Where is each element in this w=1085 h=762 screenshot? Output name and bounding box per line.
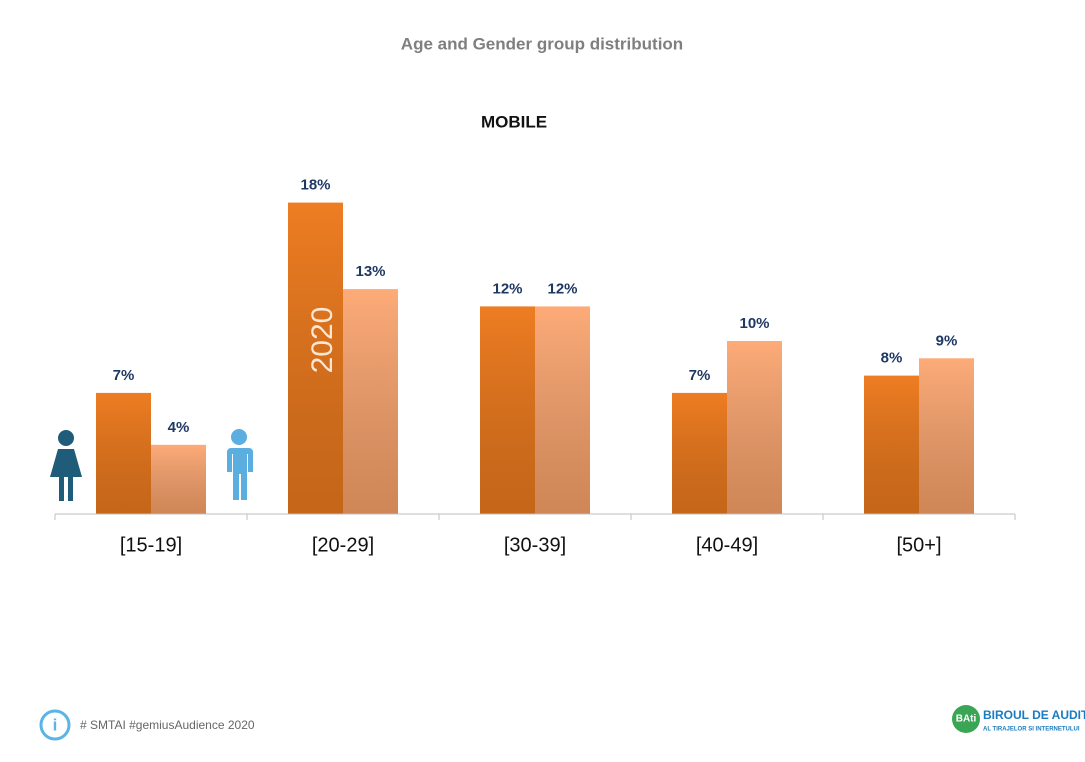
value-label: 7% — [113, 367, 135, 384]
value-label: 9% — [936, 332, 958, 349]
bar-shade — [343, 289, 398, 514]
value-label: 4% — [168, 419, 190, 436]
bar-shade — [535, 306, 590, 514]
page-title: Age and Gender group distribution — [401, 34, 683, 53]
value-label: 18% — [300, 177, 330, 194]
logo-title: BIROUL DE AUDIT — [983, 708, 1085, 722]
info-icon — [39, 709, 71, 741]
x-tick-label: [20-29] — [312, 534, 374, 556]
value-label: 12% — [547, 280, 577, 297]
value-label: 12% — [492, 280, 522, 297]
info-glyph: i — [53, 715, 58, 734]
logo-mark: BAti — [956, 714, 977, 725]
x-tick-label: [50+] — [896, 534, 941, 556]
value-label: 13% — [355, 263, 385, 280]
logo-circle — [952, 705, 980, 733]
year-annotation: 2020 — [306, 307, 339, 374]
logo-subtitle: AL TIRAJELOR SI INTERNETULUI — [983, 727, 1080, 733]
value-label: 10% — [739, 315, 769, 332]
bar-shade — [864, 375, 919, 514]
bar-shade — [919, 358, 974, 514]
bar-shade — [727, 341, 782, 514]
chart-title: MOBILE — [481, 112, 547, 131]
male-icon — [227, 429, 253, 500]
x-tick-label: [40-49] — [696, 534, 758, 556]
bar-shade — [288, 202, 343, 514]
bar-shade — [480, 306, 535, 514]
bar-shade — [96, 392, 151, 514]
value-label: 7% — [689, 367, 711, 384]
bar-shade — [151, 444, 206, 514]
value-label: 8% — [881, 350, 903, 367]
female-icon — [50, 430, 82, 501]
bar-shade — [672, 392, 727, 514]
x-tick-label: [15-19] — [120, 534, 182, 556]
plot: 7% 4% [15-19] 18% 13% [20-29] 12% 12% [30-39] 7% 1… — [54, 177, 1016, 556]
footer-hashtags: # SMTAI #gemiusAudience 2020 — [80, 718, 255, 732]
x-tick-label: [30-39] — [504, 534, 566, 556]
